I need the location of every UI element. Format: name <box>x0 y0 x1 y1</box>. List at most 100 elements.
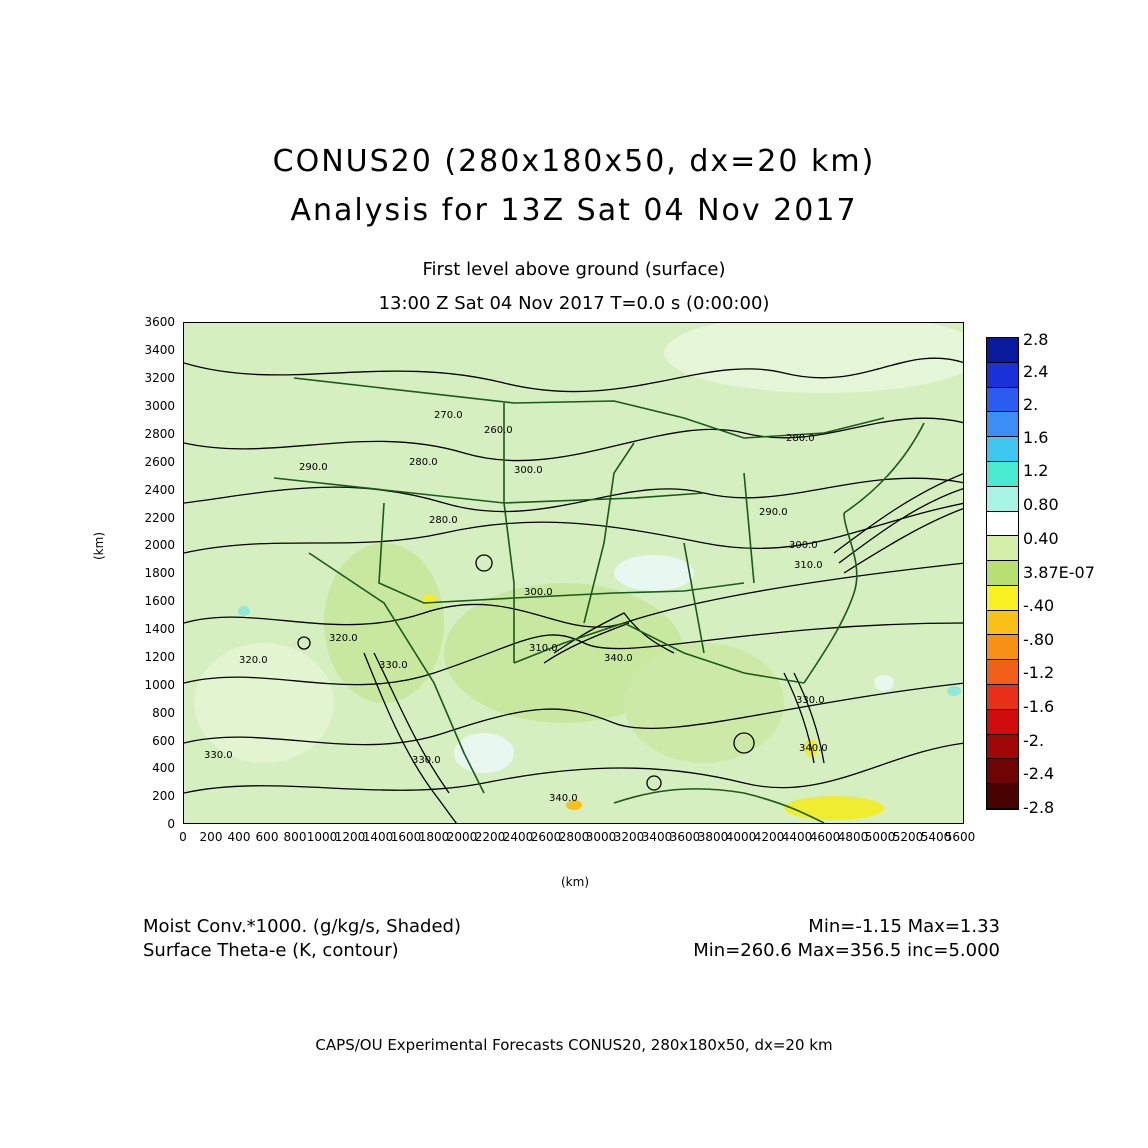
x-tick: 3400 <box>641 830 673 844</box>
main-title: CONUS20 (280x180x50, dx=20 km) <box>272 144 876 179</box>
x-tick: 2000 <box>446 830 478 844</box>
level-subtitle: First level above ground (surface) <box>422 259 726 280</box>
x-tick: 1200 <box>334 830 366 844</box>
colorbar-label: 2.4 <box>1023 362 1049 381</box>
y-tick: 3600 <box>144 315 175 329</box>
y-tick: 1600 <box>144 594 175 608</box>
y-tick: 1800 <box>144 566 175 580</box>
y-axis-label: (km) <box>92 531 106 560</box>
colorbar-swatch <box>987 387 1018 413</box>
contour-label: 260.0 <box>484 425 513 436</box>
y-tick: 3200 <box>144 371 175 385</box>
x-tick: 4000 <box>725 830 757 844</box>
x-tick: 1000 <box>306 830 338 844</box>
x-tick: 1600 <box>390 830 422 844</box>
contour-label: 310.0 <box>794 560 823 571</box>
x-tick: 4200 <box>753 830 785 844</box>
contour-field-legend: Surface Theta-e (K, contour) <box>143 940 399 961</box>
colorbar-swatch <box>987 536 1018 562</box>
footer-credit: CAPS/OU Experimental Forecasts CONUS20, … <box>315 1036 833 1054</box>
contour-label: 320.0 <box>239 655 268 666</box>
y-tick: 3400 <box>144 343 175 357</box>
colorbar-swatch <box>987 585 1018 611</box>
contour-label: 310.0 <box>529 643 558 654</box>
x-tick: 200 <box>199 830 223 844</box>
contour-label: 280.0 <box>786 433 815 444</box>
x-tick: 1800 <box>418 830 450 844</box>
x-tick: 3800 <box>697 830 729 844</box>
colorbar-swatch <box>987 734 1018 760</box>
theta-e-contours <box>184 357 963 823</box>
contour-label: 330.0 <box>204 750 233 761</box>
colorbar-label: 1.2 <box>1023 461 1049 480</box>
x-tick: 4800 <box>837 830 869 844</box>
colorbar-swatch <box>987 759 1018 785</box>
y-tick: 1200 <box>144 650 175 664</box>
colorbar-label: 1.6 <box>1023 428 1049 447</box>
contour-label: 330.0 <box>379 660 408 671</box>
x-tick: 2600 <box>530 830 562 844</box>
y-tick: 1400 <box>144 622 175 636</box>
x-tick: 4400 <box>781 830 813 844</box>
x-tick: 5200 <box>892 830 924 844</box>
y-tick: 200 <box>152 789 175 803</box>
x-tick: 0 <box>179 830 187 844</box>
contour-label: 290.0 <box>299 462 328 473</box>
contour-range-legend: Min=260.6 Max=356.5 inc=5.000 <box>693 940 1000 961</box>
colorbar-swatch <box>987 511 1018 537</box>
contour-label: 330.0 <box>796 695 825 706</box>
colorbar-label: -2.8 <box>1023 798 1055 817</box>
colorbar <box>986 337 1019 810</box>
x-tick: 3000 <box>585 830 617 844</box>
x-axis-label: (km) <box>561 875 590 889</box>
contour-label: 300.0 <box>514 465 543 476</box>
contour-label: 270.0 <box>434 410 463 421</box>
y-tick: 600 <box>152 734 175 748</box>
x-tick: 400 <box>227 830 251 844</box>
contour-label: 280.0 <box>409 457 438 468</box>
colorbar-label: 2. <box>1023 395 1039 414</box>
y-tick: 2000 <box>144 538 175 552</box>
colorbar-swatch <box>987 437 1018 462</box>
shaded-range-legend: Min=-1.15 Max=1.33 <box>808 916 1000 937</box>
contour-label: 300.0 <box>789 540 818 551</box>
colorbar-swatch <box>987 635 1018 661</box>
x-tick: 800 <box>283 830 307 844</box>
x-tick: 600 <box>255 830 279 844</box>
map-canvas: 270.0 280.0 290.0 260.0 280.0 300.0 290.… <box>184 323 963 823</box>
y-tick: 1000 <box>144 678 175 692</box>
colorbar-swatch <box>987 784 1018 809</box>
colorbar-swatch <box>987 561 1018 586</box>
x-tick: 3600 <box>669 830 701 844</box>
y-tick: 400 <box>152 761 175 775</box>
contour-label: 300.0 <box>524 587 553 598</box>
x-tick: 2800 <box>558 830 590 844</box>
contour-label: 340.0 <box>549 793 578 804</box>
colorbar-swatch <box>987 338 1018 363</box>
colorbar-label: 3.87E-07 <box>1023 563 1095 582</box>
y-tick: 2800 <box>144 427 175 441</box>
colorbar-swatch <box>987 412 1018 438</box>
analysis-time-title: Analysis for 13Z Sat 04 Nov 2017 <box>290 193 858 228</box>
contour-label: 330.0 <box>412 755 441 766</box>
colorbar-label: 0.80 <box>1023 495 1059 514</box>
x-tick: 4600 <box>809 830 841 844</box>
y-tick: 2200 <box>144 511 175 525</box>
contour-label-group: 270.0 280.0 290.0 260.0 280.0 300.0 290.… <box>204 410 828 804</box>
colorbar-label: -2. <box>1023 731 1045 750</box>
map-plot-area: 270.0 280.0 290.0 260.0 280.0 300.0 290.… <box>183 322 964 824</box>
colorbar-swatch <box>987 660 1018 686</box>
colorbar-swatch <box>987 362 1018 388</box>
colorbar-label: -.80 <box>1023 630 1055 649</box>
geographic-boundaries <box>273 377 925 823</box>
colorbar-label: -1.2 <box>1023 663 1055 682</box>
x-tick: 5400 <box>920 830 952 844</box>
shaded-field-legend: Moist Conv.*1000. (g/kg/s, Shaded) <box>143 916 461 937</box>
x-tick: 1400 <box>362 830 394 844</box>
x-tick: 2400 <box>502 830 534 844</box>
contour-label: 290.0 <box>759 507 788 518</box>
x-tick: 2200 <box>474 830 506 844</box>
colorbar-swatch <box>987 486 1018 512</box>
colorbar-label: 2.8 <box>1023 330 1049 349</box>
colorbar-swatch <box>987 610 1018 636</box>
